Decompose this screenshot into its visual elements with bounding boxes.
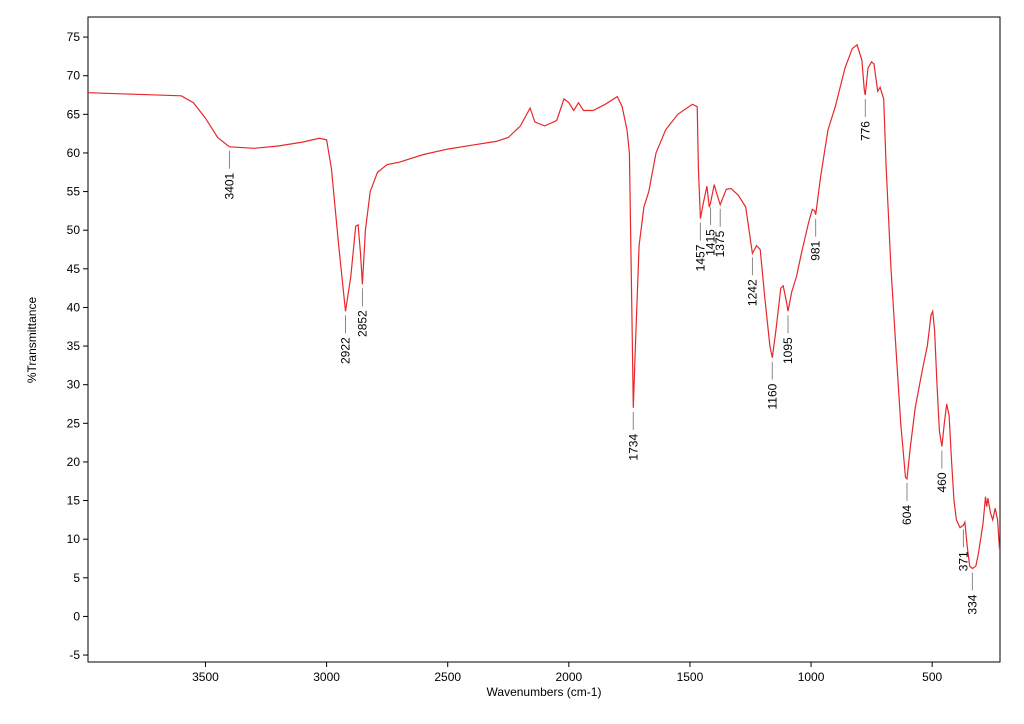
y-tick-label: 50: [67, 223, 81, 237]
x-axis-label: Wavenumbers (cm-1): [487, 685, 602, 699]
y-tick-label: 60: [67, 146, 81, 160]
x-tick-label: 1000: [798, 670, 825, 684]
peak-label: 776: [858, 121, 872, 141]
peak-label: 2922: [338, 337, 352, 364]
y-axis-label: %Transmittance: [25, 297, 39, 384]
peak-label: 1734: [626, 434, 640, 461]
y-tick-label: 40: [67, 300, 81, 314]
peak-label: 604: [900, 505, 914, 525]
y-tick-label: 25: [67, 416, 81, 430]
x-tick-label: 2500: [434, 670, 461, 684]
x-tick-label: 3000: [313, 670, 340, 684]
x-tick-label: 1500: [677, 670, 704, 684]
peak-label: 981: [809, 240, 823, 260]
y-tick-label: 0: [73, 609, 80, 623]
peak-label: 1415: [704, 229, 718, 256]
peak-label: 334: [965, 594, 979, 614]
plot-frame: [87, 16, 1001, 663]
y-tick-label: 5: [73, 571, 80, 585]
y-tick-label: 35: [67, 339, 81, 353]
y-tick-label: 10: [67, 532, 81, 546]
spectrum-line: [87, 43, 1001, 570]
peak-label: 1242: [745, 279, 759, 306]
x-tick-label: 500: [922, 670, 942, 684]
y-tick-label: 70: [67, 69, 81, 83]
y-tick-label: 65: [67, 107, 81, 121]
peak-label: 1160: [765, 383, 779, 409]
y-tick-label: 45: [67, 262, 81, 276]
peak-label: 2852: [355, 310, 369, 337]
peak-label: 1457: [693, 244, 707, 271]
y-tick-label: -5: [69, 648, 80, 662]
peak-label: 371: [956, 551, 970, 571]
y-tick-label: 15: [67, 494, 81, 508]
peak-label: 1375: [713, 230, 727, 257]
y-tick-label: 55: [67, 185, 81, 199]
x-tick-label: 3500: [192, 670, 219, 684]
y-tick-label: 20: [67, 455, 81, 469]
peak-label: 1095: [781, 337, 795, 364]
peak-label: 460: [935, 472, 949, 492]
x-tick-label: 2000: [555, 670, 582, 684]
peak-label: 3401: [222, 172, 236, 199]
y-tick-label: 30: [67, 378, 81, 392]
y-tick-label: 75: [67, 30, 81, 44]
